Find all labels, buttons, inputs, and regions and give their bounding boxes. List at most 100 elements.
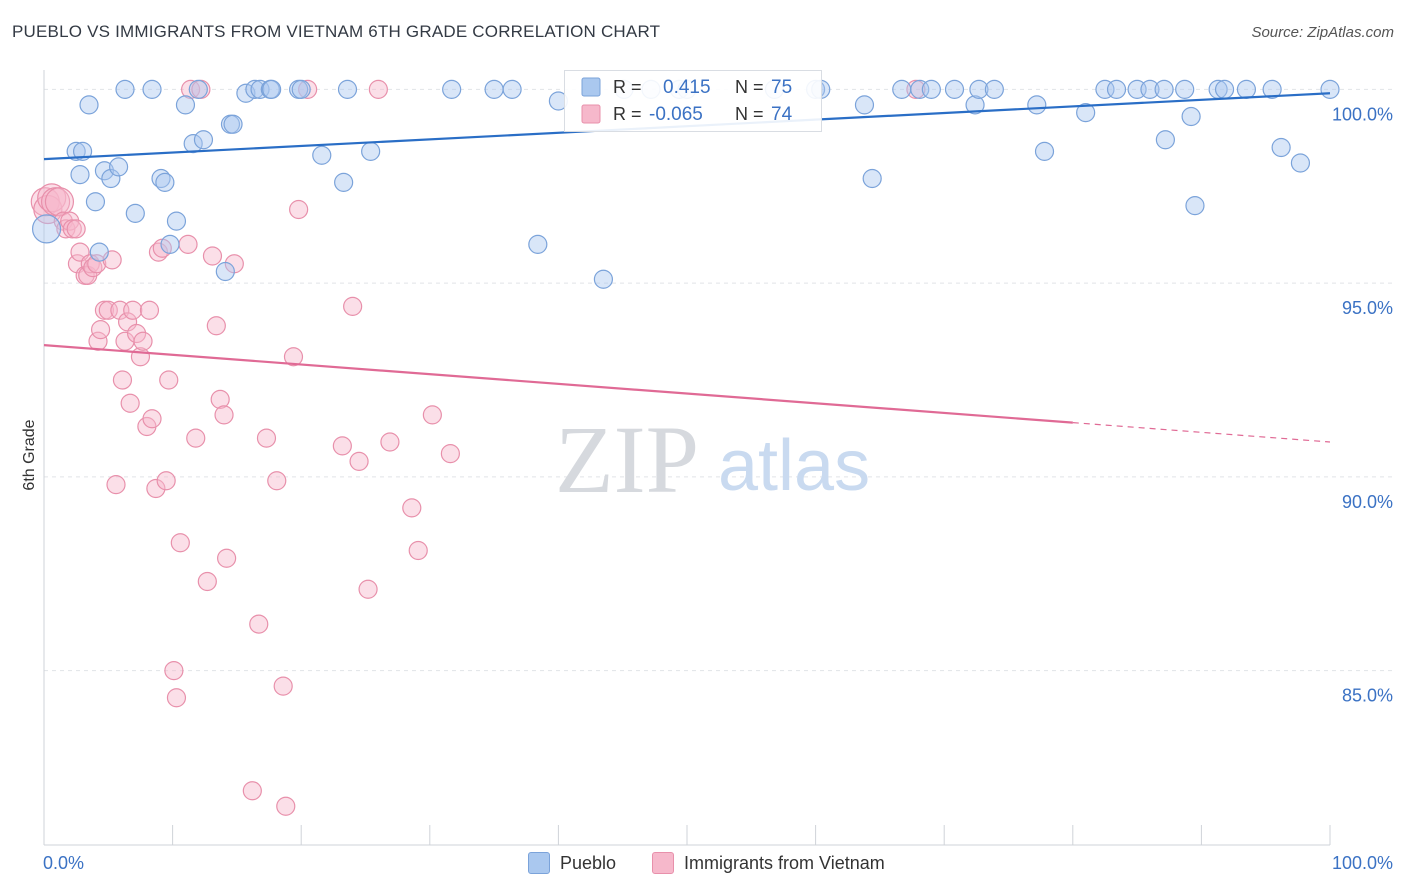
- vietnam-point-70: [408, 540, 428, 561]
- x-tick-label-0: 0.0%: [43, 853, 84, 873]
- pueblo-point-73: [1271, 137, 1291, 158]
- pueblo-point-5: [85, 192, 106, 212]
- vietnam-point-29: [126, 323, 147, 344]
- vietnam-point-39: [159, 370, 179, 390]
- legend-item-vietnam: Immigrants from Vietnam: [652, 852, 885, 874]
- legend-n-label-1: N =: [735, 77, 764, 97]
- vietnam-point-69: [402, 498, 422, 518]
- gridlines: [44, 88, 1394, 672]
- vietnam-point-60: [283, 347, 304, 367]
- vietnam-point-52: [217, 548, 237, 568]
- pueblo-point-60: [1095, 79, 1115, 99]
- legend-label-vietnam: Immigrants from Vietnam: [684, 852, 885, 873]
- legend-swatch-vietnam-bottom: [652, 852, 674, 874]
- pueblo-point-61: [1106, 79, 1127, 99]
- vietnam-point-9: [66, 219, 86, 239]
- vietnam-point-41: [166, 688, 187, 708]
- pueblo-point-28: [262, 79, 282, 99]
- pueblo-point-49: [862, 168, 882, 189]
- pueblo-point-8: [101, 168, 121, 189]
- pueblo-point-59: [1076, 103, 1096, 123]
- vietnam-point-61: [289, 199, 309, 220]
- pueblo-point-33: [337, 79, 358, 99]
- pueblo-point-0: [31, 214, 62, 244]
- legend-r-value-vietnam: -0.065: [649, 104, 703, 125]
- pueblo-point-38: [528, 234, 548, 254]
- pueblo-point-26: [250, 79, 270, 99]
- pueblo-point-6: [89, 242, 109, 262]
- y-tick-label-1: 90.0%: [1342, 492, 1393, 512]
- vietnam-point-34: [142, 409, 162, 429]
- pueblo-point-14: [155, 172, 175, 192]
- series-vietnam-points: [30, 79, 926, 816]
- vietnam-point-54: [242, 781, 262, 801]
- vietnam-point-68: [380, 432, 400, 452]
- legend-swatch-vietnam: [581, 104, 601, 124]
- vietnam-point-4: [44, 187, 75, 217]
- vietnam-point-55: [249, 614, 269, 634]
- pueblo-point-63: [1140, 79, 1160, 99]
- vietnam-point-57: [267, 471, 287, 491]
- pueblo-point-56: [984, 79, 1004, 99]
- pueblo-point-34: [361, 141, 381, 161]
- vietnam-point-48: [202, 246, 223, 266]
- y-tick-label-3: 100.0%: [1332, 104, 1393, 124]
- legend-n-value-vietnam: 74: [771, 104, 793, 125]
- pueblo-point-10: [115, 79, 135, 99]
- pueblo-point-4: [79, 95, 99, 115]
- pueblo-point-16: [166, 211, 187, 231]
- stats-legend-svg: R = 0.415 N = 75 R = -0.065 N = 74: [581, 77, 793, 125]
- pueblo-point-53: [944, 79, 965, 99]
- pueblo-point-35: [442, 79, 462, 99]
- pueblo-point-25: [245, 79, 265, 99]
- vietnam-point-33: [139, 300, 160, 320]
- pueblo-point-64: [1154, 79, 1174, 99]
- pueblo-point-17: [175, 95, 196, 115]
- pueblo-point-70: [1214, 79, 1235, 99]
- watermark: ZIP atlas: [555, 406, 870, 513]
- pueblo-point-50: [892, 79, 912, 99]
- vietnam-point-35: [146, 478, 166, 499]
- series-legend: Pueblo Immigrants from Vietnam: [0, 850, 1406, 880]
- pueblo-point-66: [1175, 79, 1195, 99]
- vietnam-point-50: [210, 389, 230, 409]
- pueblo-point-1: [66, 141, 86, 161]
- pueblo-point-23: [223, 114, 243, 134]
- pueblo-point-54: [965, 95, 985, 115]
- pueblo-point-55: [969, 79, 989, 99]
- vietnam-point-28: [123, 300, 143, 320]
- pueblo-point-11: [125, 203, 145, 223]
- vietnam-point-38: [156, 471, 176, 491]
- axes: [43, 70, 1331, 846]
- vietnam-point-43: [178, 234, 198, 254]
- legend-n-value-pueblo: 75: [771, 77, 792, 98]
- vietnam-point-51: [214, 405, 234, 425]
- watermark-zip: ZIP: [555, 406, 699, 513]
- pueblo-point-72: [1262, 79, 1282, 99]
- vietnam-point-47: [197, 571, 217, 592]
- pueblo-point-15: [160, 234, 180, 254]
- source-credit: Source: ZipAtlas.com: [1251, 24, 1394, 41]
- vietnam-point-20: [98, 300, 118, 320]
- y-tick-label-0: 85.0%: [1342, 686, 1393, 706]
- pueblo-point-20: [193, 130, 214, 150]
- pueblo-point-30: [291, 79, 311, 99]
- legend-swatch-pueblo: [581, 77, 601, 97]
- pueblo-point-18: [183, 134, 203, 154]
- vietnam-point-65: [349, 451, 369, 471]
- vietnam-point-24: [112, 370, 133, 390]
- vietnam-point-16: [87, 254, 107, 274]
- vietnam-point-27: [120, 393, 140, 413]
- vietnam-trend-line-extension: [1072, 422, 1331, 443]
- pueblo-point-37: [502, 79, 522, 99]
- vietnam-point-66: [358, 579, 378, 599]
- pueblo-point-52: [921, 79, 941, 99]
- legend-n-label-2: N =: [735, 104, 764, 124]
- x-tick-label-1: 100.0%: [1332, 853, 1393, 873]
- vietnam-trend-line: [43, 344, 1073, 424]
- pueblo-point-12: [142, 79, 162, 99]
- pueblo-point-74: [1290, 153, 1311, 173]
- vietnam-point-58: [273, 676, 293, 696]
- pueblo-point-13: [151, 168, 171, 189]
